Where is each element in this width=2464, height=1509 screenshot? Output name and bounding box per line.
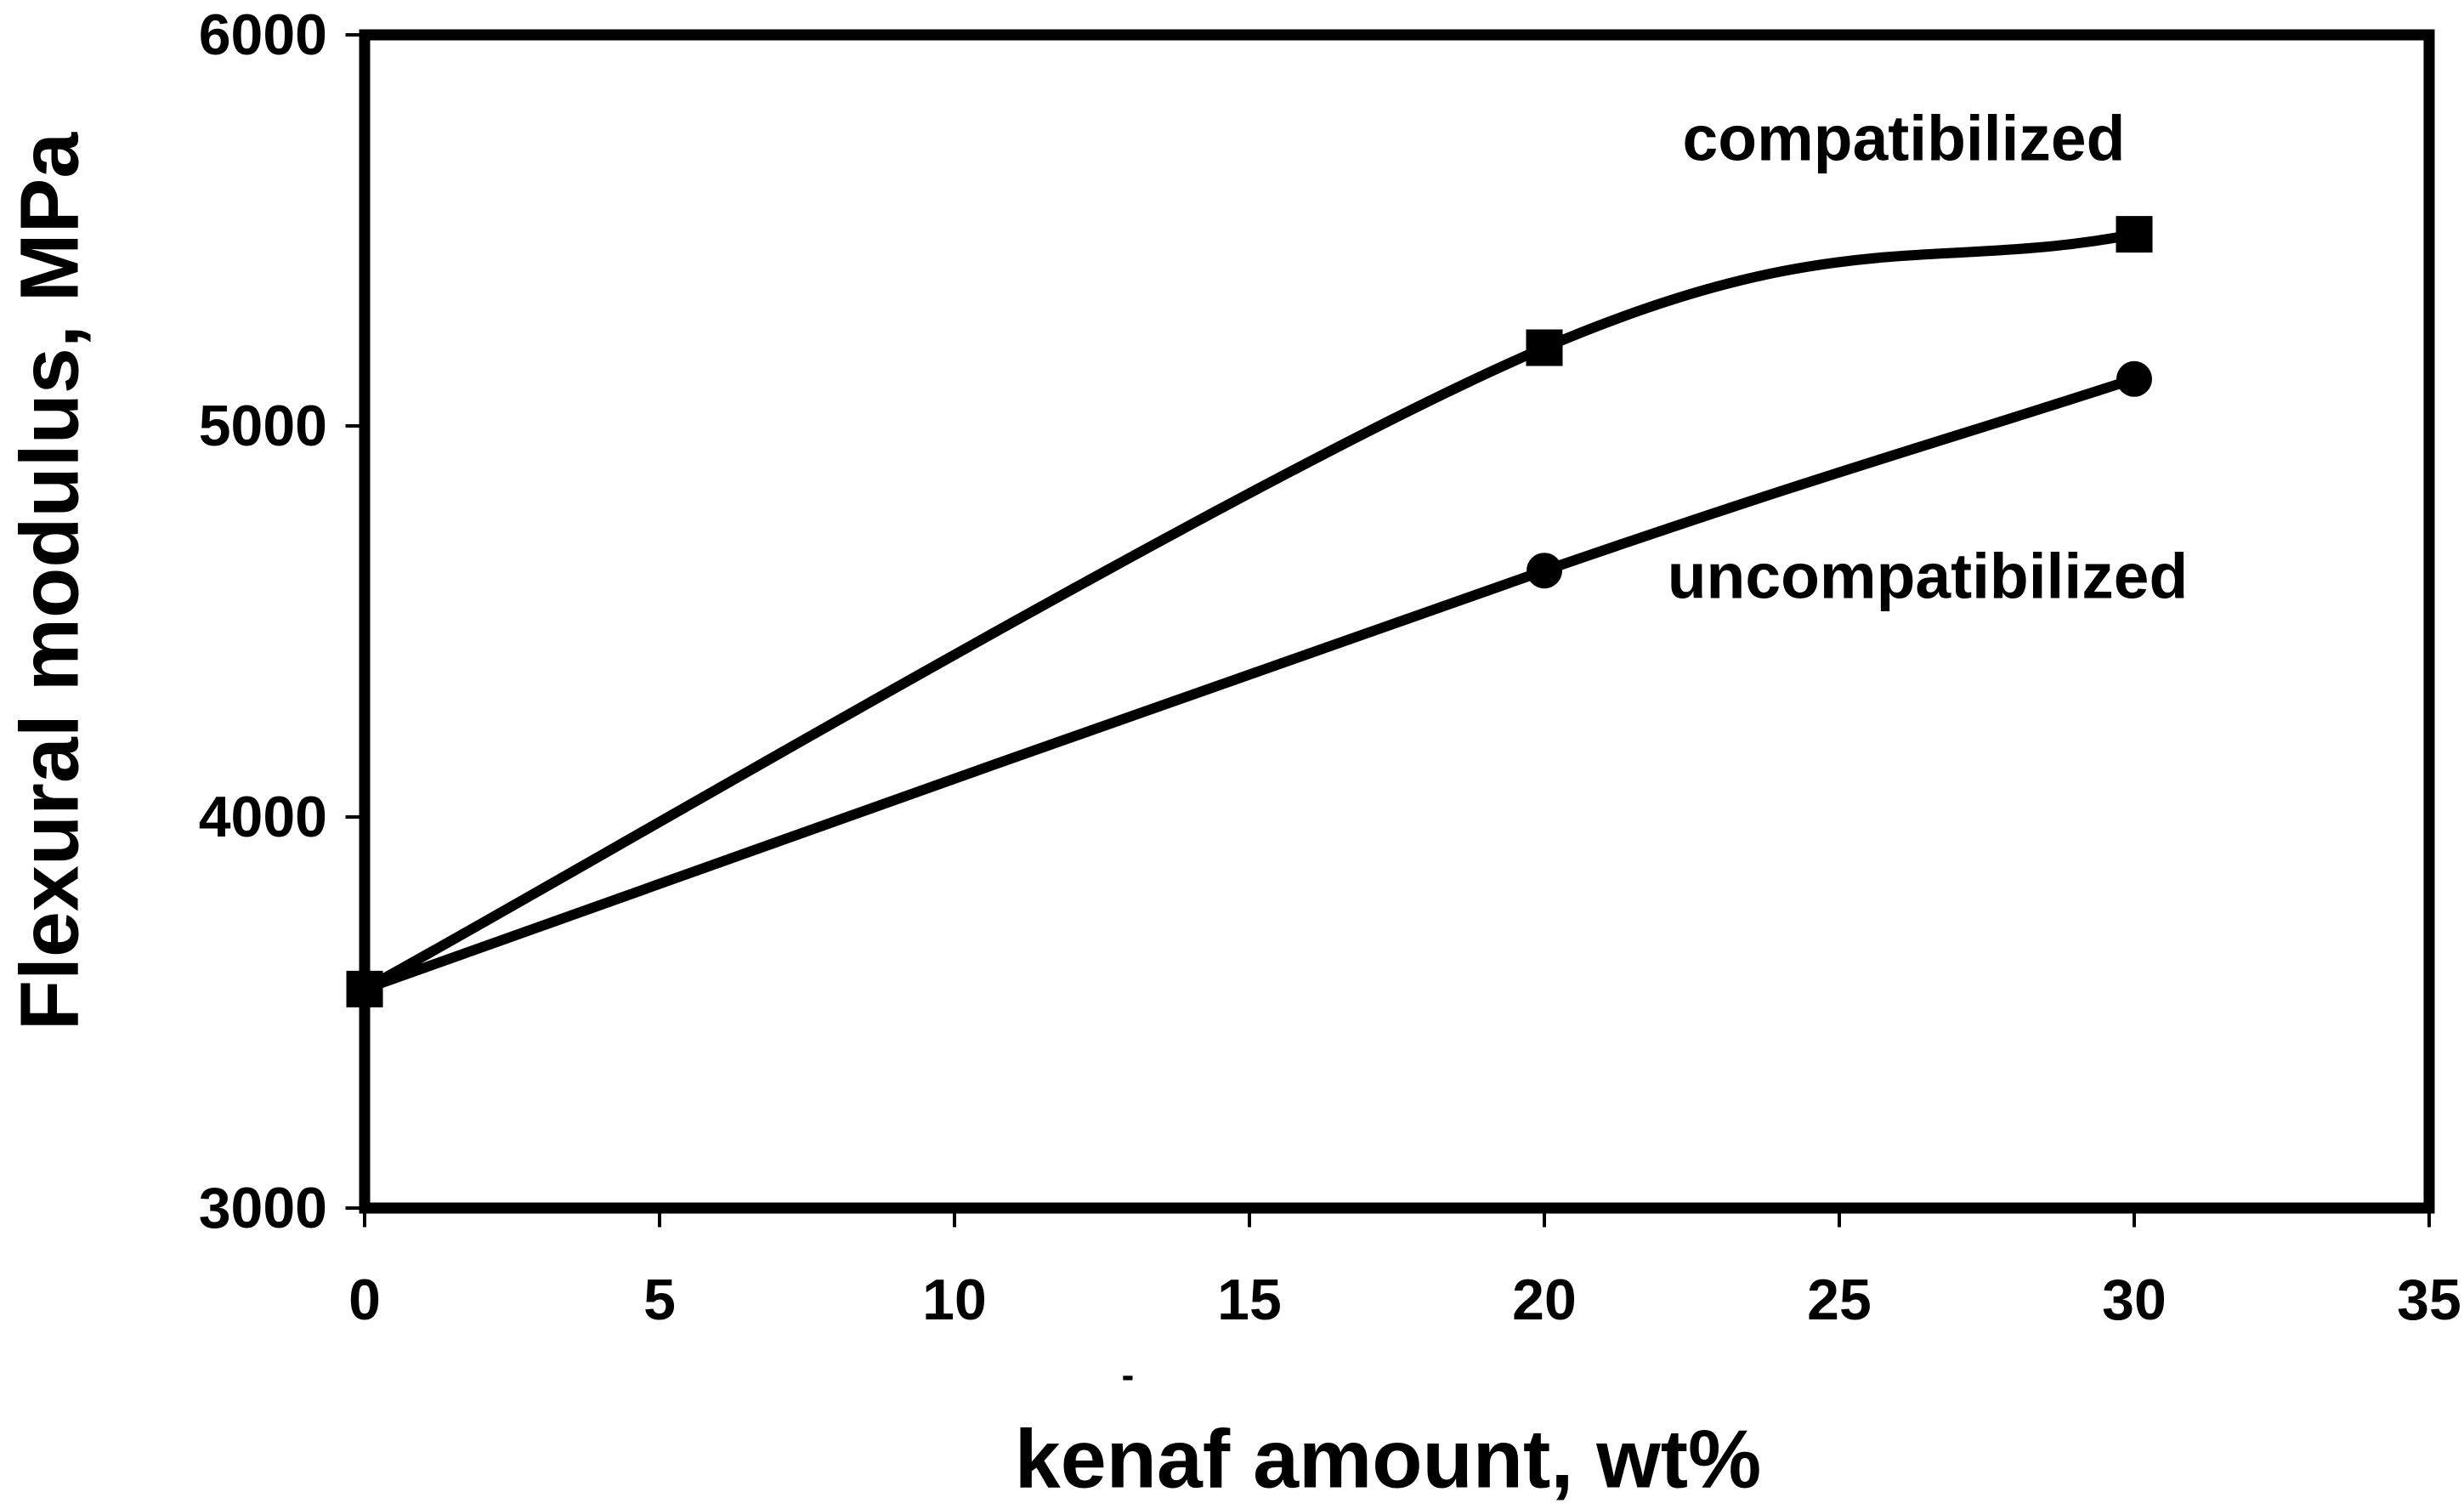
- x-tick-label-35: 35: [2397, 1268, 2461, 1332]
- x-tick-label-15: 15: [1217, 1268, 1282, 1332]
- x-axis-title: kenaf amount, wt%: [1014, 1412, 1762, 1506]
- y-axis-title: Flexural modulus, MPa: [3, 132, 96, 1031]
- series-label-uncompatibilized: uncompatibilized: [1667, 540, 2189, 612]
- series-line-compatibilized: [360, 229, 2139, 995]
- plot-box-border: [359, 29, 2435, 1214]
- x-tick-label-10: 10: [922, 1268, 987, 1332]
- data-point-uncompatibilized-30: [2116, 360, 2152, 397]
- y-tick-label-6000: 6000: [198, 3, 327, 67]
- x-tick-label-25: 25: [1807, 1268, 1872, 1332]
- y-tick-label-3000: 3000: [198, 1176, 327, 1240]
- y-tick-label-4000: 4000: [198, 785, 327, 849]
- x-tick-label-5: 5: [643, 1268, 676, 1332]
- x-tick-label-20: 20: [1512, 1268, 1577, 1332]
- data-point-uncompatibilized-20: [1527, 553, 1562, 589]
- series-label-compatibilized: compatibilized: [1682, 102, 2126, 174]
- x-tick-label-0: 0: [348, 1268, 381, 1332]
- stray-dash-mark: -: [1121, 1354, 1135, 1396]
- y-tick-label-5000: 5000: [198, 394, 327, 458]
- data-point-compatibilized-0: [346, 970, 383, 1007]
- data-point-compatibilized-20: [1526, 329, 1563, 366]
- x-tick-label-30: 30: [2102, 1268, 2167, 1332]
- data-point-compatibilized-30: [2116, 216, 2153, 253]
- series-line-uncompatibilized: [360, 373, 2139, 995]
